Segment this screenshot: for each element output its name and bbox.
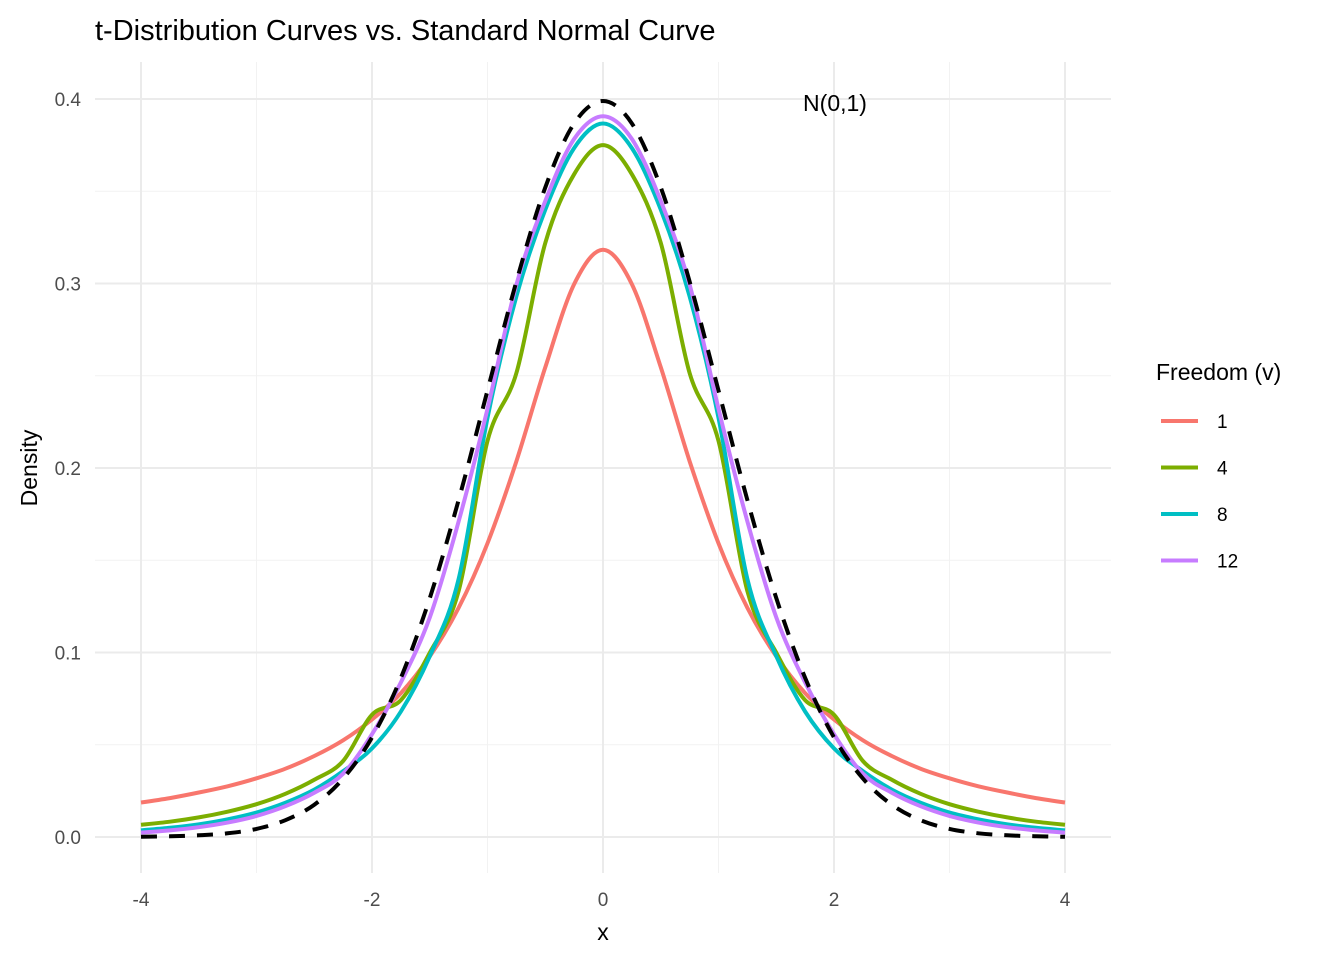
series-line-12: [140, 114, 1066, 835]
y-tick-label: 0.2: [55, 459, 81, 480]
legend-title: Freedom (v): [1156, 359, 1281, 385]
legend-label-8: 8: [1217, 505, 1228, 526]
x-tick-label: 2: [829, 890, 840, 911]
y-tick-label: 0.4: [55, 90, 82, 111]
series-line-8: [140, 121, 1066, 833]
legend-label-12: 12: [1217, 552, 1238, 573]
x-tick-label: 0: [598, 890, 609, 911]
x-tick-label: -2: [364, 890, 381, 911]
normal-annotation: N(0,1): [803, 90, 867, 116]
series-line-4: [140, 143, 1066, 827]
legend: 1 4 8 12: [1161, 412, 1238, 573]
legend-label-4: 4: [1217, 459, 1228, 480]
series-line-1: [140, 247, 1066, 805]
chart-title: t-Distribution Curves vs. Standard Norma…: [95, 15, 715, 47]
y-axis-label: Density: [16, 429, 42, 506]
x-tick-label: 4: [1060, 890, 1071, 911]
series-line-n01: [140, 99, 1066, 839]
y-tick-label: 0.1: [55, 644, 81, 665]
x-axis-label: x: [597, 919, 609, 945]
y-axis-ticks: 0.0 0.1 0.2 0.3 0.4: [55, 90, 82, 849]
x-axis-ticks: -4 -2 0 2 4: [133, 890, 1071, 911]
y-tick-label: 0.0: [55, 828, 81, 849]
x-tick-label: -4: [133, 890, 150, 911]
grid: [95, 62, 1111, 873]
y-tick-label: 0.3: [55, 275, 81, 296]
legend-label-1: 1: [1217, 412, 1228, 433]
series-lines: [140, 99, 1066, 839]
